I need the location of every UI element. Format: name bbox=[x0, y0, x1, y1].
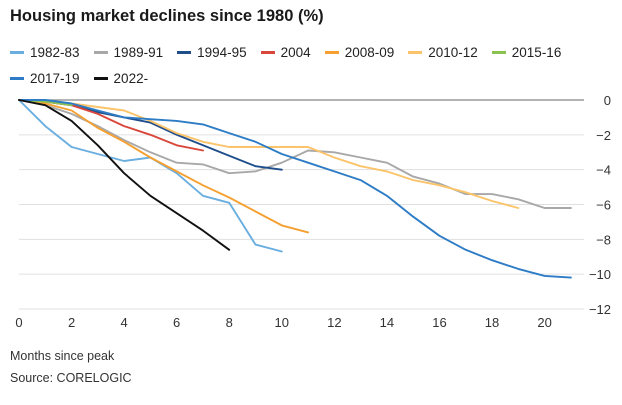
x-tick-label: 18 bbox=[485, 315, 499, 330]
legend-swatch bbox=[260, 51, 275, 54]
series-line-2004 bbox=[18, 99, 204, 152]
y-tick-label: −6 bbox=[596, 198, 611, 213]
legend-item-2004: 2004 bbox=[260, 41, 311, 64]
legend-label: 1989-91 bbox=[113, 45, 164, 60]
chart-legend: 1982-83 1989-91 1994-95 2004 2008-09 2010-12 2… bbox=[10, 38, 610, 90]
legend-item-2017-19: 2017-19 bbox=[10, 67, 80, 90]
legend-label: 2015-16 bbox=[511, 45, 562, 60]
legend-item-2022-: 2022- bbox=[93, 67, 149, 90]
x-tick-label: 12 bbox=[327, 315, 341, 330]
source-note: Source: CORELOGIC bbox=[10, 371, 132, 385]
legend-swatch bbox=[408, 51, 423, 54]
legend-swatch bbox=[491, 51, 506, 54]
series-line-1989-91 bbox=[18, 99, 572, 209]
x-tick-label: 14 bbox=[380, 315, 394, 330]
legend-label: 2022- bbox=[113, 71, 149, 86]
legend-item-1989-91: 1989-91 bbox=[93, 41, 164, 64]
legend-item-2010-12: 2010-12 bbox=[408, 41, 478, 64]
legend-swatch bbox=[10, 51, 24, 54]
line-chart: 0 −2 −4 −6 −8 −10 −12 0 2 4 6 8 10 12 14 16 18 20 bbox=[15, 93, 611, 330]
x-tick-label: 6 bbox=[173, 315, 180, 330]
legend-swatch bbox=[10, 77, 24, 80]
y-tick-label: −2 bbox=[596, 128, 611, 143]
legend-swatch bbox=[93, 51, 108, 54]
x-tick-label: 8 bbox=[226, 315, 233, 330]
chart-title: Housing market declines since 1980 (%) bbox=[10, 7, 324, 25]
legend-label: 2017-19 bbox=[30, 71, 80, 86]
x-tick-label: 16 bbox=[432, 315, 446, 330]
y-tick-label: 0 bbox=[604, 93, 611, 108]
legend-item-2008-09: 2008-09 bbox=[324, 41, 395, 64]
legend-label: 2010-12 bbox=[428, 45, 478, 60]
x-tick-label: 2 bbox=[68, 315, 75, 330]
legend-swatch bbox=[177, 51, 192, 54]
x-tick-label: 10 bbox=[275, 315, 289, 330]
legend-label: 1982-83 bbox=[30, 45, 80, 60]
legend-swatch bbox=[324, 51, 339, 54]
legend-item-1994-95: 1994-95 bbox=[177, 41, 247, 64]
y-tick-label: −10 bbox=[589, 267, 611, 282]
x-tick-label: 20 bbox=[537, 315, 551, 330]
x-tick-label: 0 bbox=[15, 315, 22, 330]
x-tick-label: 4 bbox=[120, 315, 127, 330]
legend-swatch bbox=[93, 77, 108, 80]
x-axis-label: Months since peak bbox=[10, 349, 115, 363]
y-tick-label: −8 bbox=[596, 232, 611, 247]
y-tick-label: −12 bbox=[589, 302, 611, 317]
series-line-2017-19 bbox=[18, 99, 572, 279]
series-line-2010-12 bbox=[18, 99, 520, 209]
y-tick-label: −4 bbox=[596, 163, 611, 178]
legend-label: 2008-09 bbox=[344, 45, 395, 60]
legend-label: 1994-95 bbox=[197, 45, 247, 60]
legend-label: 2004 bbox=[280, 45, 311, 60]
legend-item-2015-16: 2015-16 bbox=[491, 41, 562, 64]
series-line-2022- bbox=[18, 99, 231, 251]
series-line-2008-09 bbox=[18, 99, 310, 234]
legend-item-1982-83: 1982-83 bbox=[10, 41, 80, 64]
